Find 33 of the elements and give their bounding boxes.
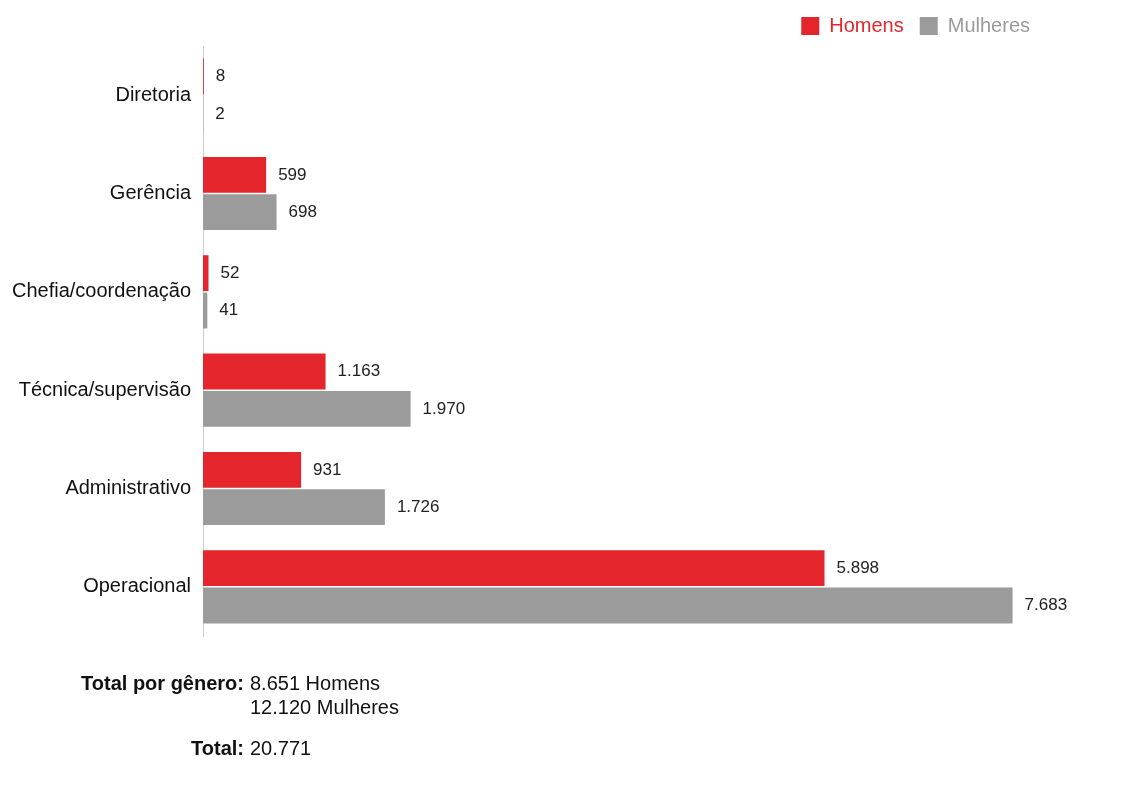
data-label: 931 bbox=[313, 459, 342, 479]
y-tick-label: Gerência bbox=[109, 181, 192, 204]
data-label: 41 bbox=[219, 300, 239, 320]
data-label: 52 bbox=[220, 262, 240, 282]
bar bbox=[203, 390, 411, 427]
bar bbox=[203, 489, 385, 526]
bar bbox=[203, 587, 1013, 624]
y-tick-label: Técnica/supervisão bbox=[18, 377, 192, 400]
bar bbox=[203, 451, 302, 488]
bar bbox=[203, 292, 208, 329]
y-tick-label: Diretoria bbox=[115, 82, 192, 105]
data-label: 1.970 bbox=[422, 398, 466, 418]
legend-label: Mulheres bbox=[947, 13, 1031, 36]
bar bbox=[203, 255, 209, 292]
bar bbox=[203, 353, 326, 390]
data-label: 1.726 bbox=[396, 496, 440, 516]
legend-label: Homens bbox=[829, 13, 904, 36]
y-tick-label: Chefia/coordenação bbox=[12, 279, 192, 302]
y-tick-label: Administrativo bbox=[65, 476, 192, 499]
text: 12.120 Mulheres bbox=[250, 696, 399, 719]
text: Total: 20.771 bbox=[191, 737, 312, 760]
bar bbox=[203, 156, 267, 193]
text: Total por gênero: 8.651 Homens bbox=[81, 672, 381, 695]
data-label: 8 bbox=[215, 66, 226, 86]
data-label: 1.163 bbox=[337, 361, 381, 381]
data-label: 7.683 bbox=[1024, 595, 1068, 615]
bar bbox=[203, 194, 277, 231]
data-label: 599 bbox=[278, 164, 307, 184]
bar bbox=[203, 550, 825, 587]
data-label: 5.898 bbox=[836, 557, 880, 577]
data-label: 698 bbox=[288, 201, 317, 221]
y-tick-label: Operacional bbox=[83, 574, 192, 597]
data-label: 2 bbox=[215, 103, 225, 123]
